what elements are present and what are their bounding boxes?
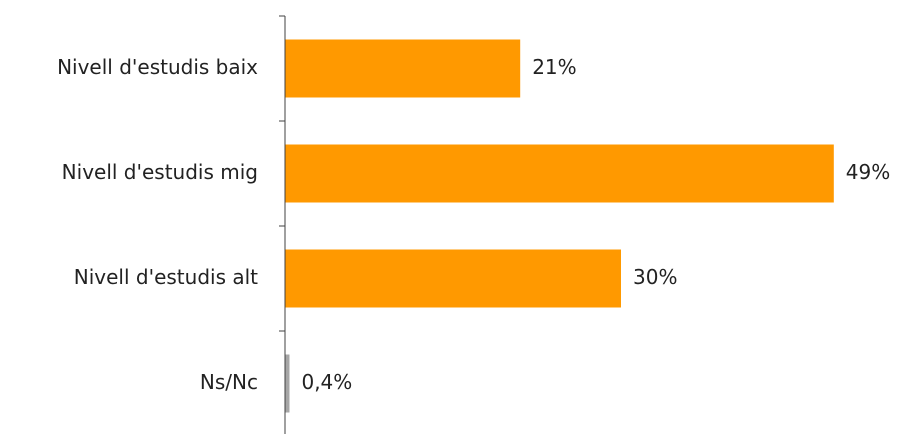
bar-3 [285,354,290,413]
category-label: Nivell d'estudis baix [57,55,258,79]
value-label: 30% [633,265,677,289]
category-label: Nivell d'estudis mig [62,160,258,184]
value-label: 49% [846,160,890,184]
bar-2 [285,249,621,308]
value-label: 21% [532,55,576,79]
value-label: 0,4% [301,370,352,394]
bars-layer [285,39,834,413]
bar-1 [285,144,834,203]
y-axis [279,15,286,434]
category-label: Ns/Nc [200,370,258,394]
category-label: Nivell d'estudis alt [74,265,258,289]
bar-0 [285,39,521,98]
labels-layer: Nivell d'estudis baix 21% Nivell d'estudis… [57,55,890,394]
